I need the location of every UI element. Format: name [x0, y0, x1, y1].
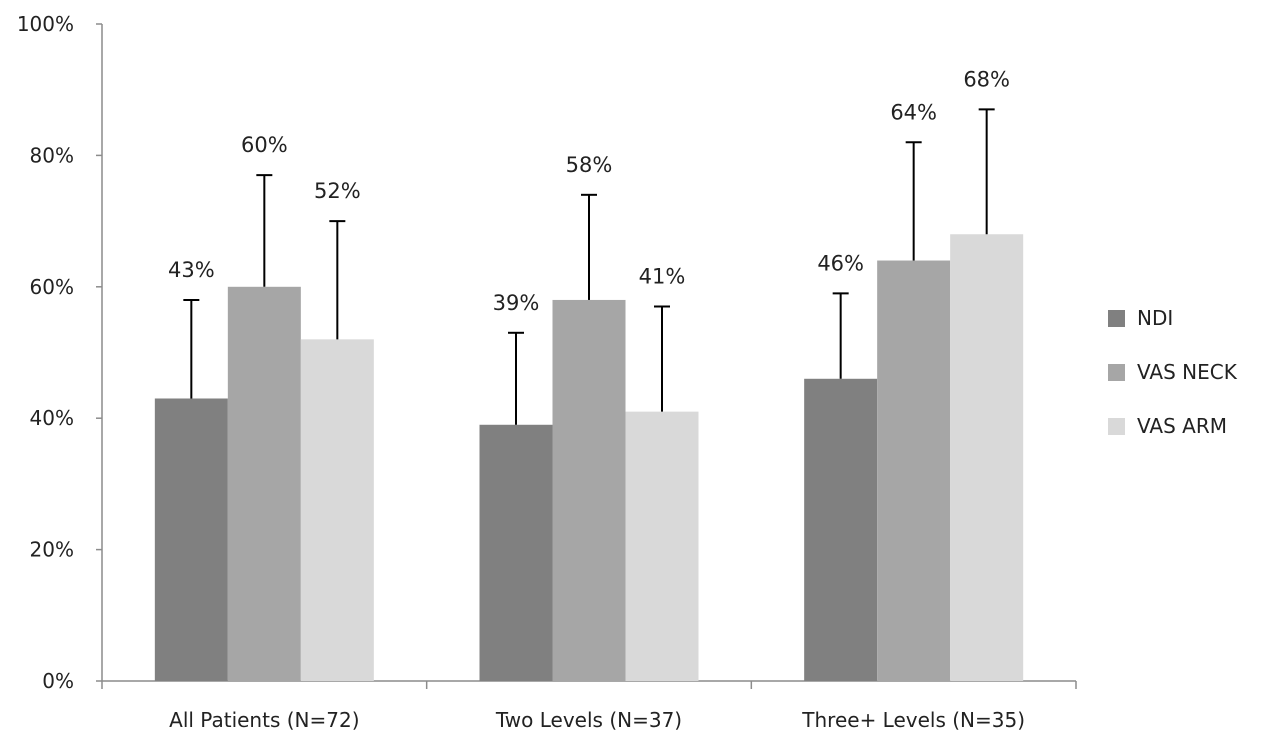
axes: 0% 20% 40% 60% 80% 100% All Patients (N=72) Two…	[17, 12, 1077, 732]
bar	[625, 411, 699, 681]
data-label: 64%	[890, 100, 937, 124]
y-tick-label: 100%	[17, 12, 74, 36]
legend-label: VAS ARM	[1137, 414, 1227, 438]
x-category-label: Three+ Levels (N=35)	[801, 708, 1025, 732]
legend: NDI VAS NECK VAS ARM	[1108, 306, 1238, 438]
bar	[552, 299, 626, 681]
data-label: 58%	[566, 153, 613, 177]
data-label: 60%	[241, 133, 288, 157]
data-label: 68%	[963, 67, 1010, 91]
y-tick-label: 60%	[30, 275, 74, 299]
data-label: 43%	[168, 258, 215, 282]
y-tick-label: 0%	[42, 669, 74, 693]
data-label: 39%	[493, 291, 540, 315]
bar	[479, 424, 553, 681]
data-label: 46%	[817, 251, 864, 275]
data-label: 52%	[314, 179, 361, 203]
value-labels: 43% 60% 52% 39% 58% 41% 46% 64% 68%	[168, 67, 1010, 314]
legend-label: VAS NECK	[1137, 360, 1238, 384]
legend-label: NDI	[1137, 306, 1173, 330]
bar	[804, 378, 878, 681]
x-category-label: Two Levels (N=37)	[495, 708, 682, 732]
bar	[227, 286, 301, 681]
y-tick-label: 20%	[30, 538, 74, 562]
x-category-label: All Patients (N=72)	[169, 708, 359, 732]
legend-swatch	[1108, 364, 1125, 381]
bar	[877, 260, 951, 681]
legend-swatch	[1108, 418, 1125, 435]
bars	[154, 234, 1024, 682]
y-tick-label: 40%	[30, 406, 74, 430]
error-bars	[183, 108, 995, 425]
y-tick-label: 80%	[30, 143, 74, 167]
bar	[154, 398, 228, 681]
legend-swatch	[1108, 310, 1125, 327]
bar	[300, 339, 374, 681]
data-label: 41%	[639, 265, 686, 289]
bar	[950, 234, 1024, 682]
